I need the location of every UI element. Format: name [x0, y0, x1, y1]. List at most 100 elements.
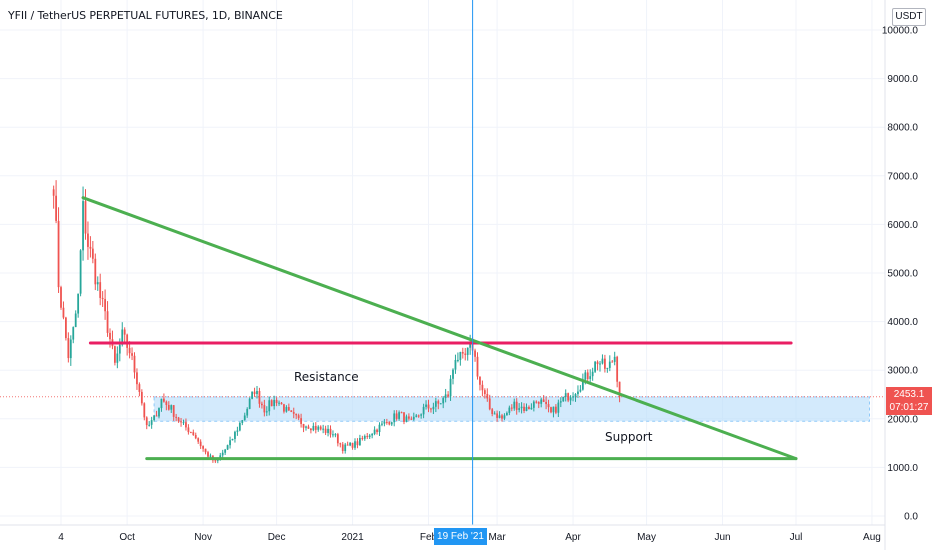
candle-body	[599, 363, 601, 365]
candle	[537, 401, 540, 409]
candle-body	[400, 412, 403, 414]
chart-title: YFII / TetherUS PERPETUAL FUTURES, 1D, B…	[8, 9, 283, 22]
bar-countdown: 07:01:27	[889, 402, 929, 413]
candle-body	[542, 399, 545, 402]
candle	[278, 400, 280, 406]
candle-body	[354, 441, 356, 448]
candle	[62, 301, 65, 320]
candle-body	[258, 391, 261, 404]
candle	[574, 393, 577, 402]
candle	[167, 401, 170, 411]
candle-body	[341, 444, 344, 452]
candle	[378, 422, 381, 436]
x-tick-label: Mar	[488, 532, 506, 543]
candle	[280, 402, 283, 405]
candle	[163, 393, 165, 403]
candle-body	[351, 442, 354, 448]
candle	[290, 410, 293, 413]
candle	[535, 400, 538, 404]
candle-body	[297, 415, 300, 419]
candle	[192, 429, 195, 436]
candle	[503, 413, 506, 421]
candle	[224, 448, 227, 456]
candle-body	[128, 347, 131, 354]
candle-body	[84, 201, 87, 234]
candle	[150, 416, 153, 429]
candle-body	[131, 353, 133, 356]
candle	[395, 410, 398, 421]
candle	[258, 387, 261, 408]
candle-body	[481, 384, 484, 391]
currency-button[interactable]: USDT	[892, 8, 926, 26]
candle	[356, 438, 359, 449]
candle	[606, 367, 609, 373]
candle-body	[442, 398, 445, 404]
candle-body	[601, 358, 604, 364]
candle	[368, 433, 371, 439]
candle-body	[221, 452, 224, 456]
candle-body	[425, 404, 427, 407]
candle-body	[101, 297, 104, 300]
candle	[187, 424, 190, 435]
candle	[501, 413, 503, 422]
candle	[314, 422, 317, 434]
candle-body	[145, 417, 148, 426]
candle	[84, 189, 87, 240]
candle-body	[292, 412, 295, 414]
candle	[447, 391, 449, 398]
candle-body	[532, 401, 535, 408]
candle	[393, 410, 396, 427]
candle-body	[268, 400, 271, 412]
candle	[449, 375, 452, 401]
candle	[189, 431, 192, 434]
candle-body	[207, 452, 209, 457]
candle-body	[618, 381, 621, 397]
candle	[300, 413, 302, 428]
x-tick-label: Aug	[863, 532, 881, 543]
candle	[94, 253, 97, 291]
candle-body	[611, 361, 614, 363]
candle	[550, 406, 552, 414]
candle	[60, 285, 62, 310]
candle	[376, 428, 378, 435]
candle-body	[238, 422, 241, 431]
candle	[52, 185, 55, 209]
candle-body	[596, 361, 599, 365]
candle	[199, 439, 202, 449]
candle	[72, 326, 75, 344]
descending-trendline	[81, 196, 798, 461]
candle	[479, 376, 481, 391]
candle	[185, 418, 187, 431]
candle	[398, 410, 400, 421]
candle-body	[285, 407, 288, 412]
candle-body	[405, 416, 408, 422]
candle	[437, 399, 440, 410]
candle	[474, 348, 476, 362]
candle	[302, 423, 305, 433]
candle	[140, 389, 143, 406]
candle-body	[96, 282, 99, 285]
candle-body	[116, 353, 119, 363]
candle-body	[466, 347, 469, 355]
candle	[332, 430, 334, 438]
candle-body	[307, 426, 310, 429]
candle-body	[403, 412, 405, 422]
candle-body	[496, 413, 498, 418]
candle-body	[383, 421, 386, 424]
candle	[579, 385, 582, 393]
candle	[324, 425, 327, 436]
candle-body	[55, 195, 57, 221]
candle	[67, 332, 70, 363]
candle	[562, 396, 565, 402]
candle	[182, 419, 185, 426]
candle	[616, 355, 619, 388]
candle	[559, 397, 562, 408]
candle	[540, 397, 543, 408]
candle-body	[491, 409, 494, 414]
candle-body	[594, 361, 596, 372]
x-tick-label: Apr	[565, 532, 581, 543]
candle-body	[74, 313, 77, 328]
candle-body	[322, 428, 325, 430]
candle-body	[555, 406, 557, 413]
